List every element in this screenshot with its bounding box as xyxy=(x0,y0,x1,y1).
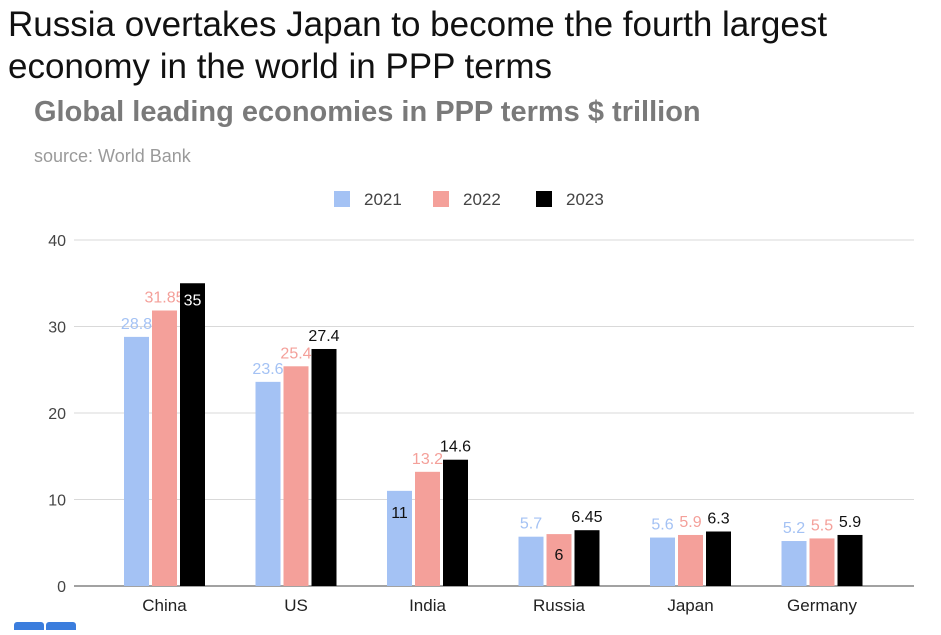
headline: Russia overtakes Japan to become the fou… xyxy=(8,5,828,86)
x-tick-label: China xyxy=(142,596,187,615)
data-label: 5.9 xyxy=(679,514,701,531)
data-label: 5.5 xyxy=(811,517,833,534)
bar xyxy=(650,537,675,586)
y-tick-label: 10 xyxy=(48,493,66,510)
data-label: 6 xyxy=(555,547,564,564)
data-label: 13.2 xyxy=(412,451,443,468)
x-tick-label: India xyxy=(409,596,446,615)
bar xyxy=(706,531,731,586)
data-label: 25.4 xyxy=(280,345,311,362)
x-tick-label: Japan xyxy=(667,596,713,615)
bar xyxy=(387,490,412,586)
bar xyxy=(837,534,863,586)
data-label: 31.85 xyxy=(144,289,184,306)
x-tick-label: Germany xyxy=(787,596,857,615)
data-label: 35 xyxy=(184,292,202,309)
chart-source: source: World Bank xyxy=(34,146,191,166)
data-label: 23.6 xyxy=(252,361,283,378)
data-label: 5.7 xyxy=(520,516,542,533)
bar xyxy=(574,530,600,586)
y-tick-label: 20 xyxy=(48,406,66,423)
chart-title: Global leading economies in PPP terms $ … xyxy=(34,96,701,128)
bar xyxy=(124,336,149,586)
legend-swatch xyxy=(433,191,449,207)
bar xyxy=(781,541,807,586)
bar xyxy=(809,538,835,586)
y-tick-label: 30 xyxy=(48,320,66,337)
y-tick-label: 0 xyxy=(57,579,66,596)
x-tick-label: Russia xyxy=(533,596,586,615)
bar xyxy=(546,534,572,586)
bar xyxy=(152,310,177,586)
bar xyxy=(283,366,309,586)
footer-decoration xyxy=(14,617,78,635)
data-label: 14.6 xyxy=(440,439,471,456)
bar xyxy=(180,283,205,586)
data-label: 6.3 xyxy=(707,511,729,528)
legend-swatch xyxy=(536,191,552,207)
bar xyxy=(443,459,468,586)
data-label: 6.45 xyxy=(571,509,602,526)
bar xyxy=(311,348,337,586)
data-label: 27.4 xyxy=(308,328,339,345)
data-label: 11 xyxy=(391,505,408,522)
legend-swatch xyxy=(334,191,350,207)
data-label: 5.6 xyxy=(651,517,673,534)
bar xyxy=(255,381,281,586)
data-label: 28.8 xyxy=(121,316,152,333)
legend-label: 2022 xyxy=(463,190,501,209)
legend-label: 2021 xyxy=(364,190,402,209)
bar xyxy=(518,536,544,586)
y-tick-label: 40 xyxy=(48,233,66,250)
bar xyxy=(678,534,703,586)
legend-label: 2023 xyxy=(566,190,604,209)
data-label: 5.9 xyxy=(839,514,861,531)
bar xyxy=(415,471,440,586)
data-label: 5.2 xyxy=(783,520,805,537)
x-tick-label: US xyxy=(284,596,308,615)
